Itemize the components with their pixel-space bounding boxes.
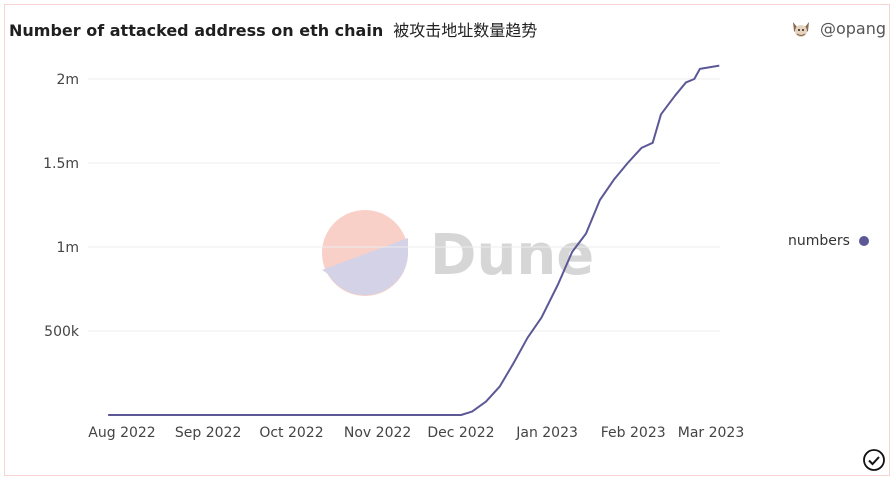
cat-avatar-icon	[792, 22, 809, 37]
chart-card	[4, 4, 890, 476]
watermark-circle-bottom	[322, 238, 408, 296]
x-tick-label: Mar 2023	[678, 425, 745, 441]
title-text: Number of attacked address on eth chain	[9, 21, 384, 40]
y-tick-label: 1.5m	[43, 156, 79, 172]
y-axis-ticks: 500k 1m 1.5m 2m	[43, 72, 80, 340]
y-tick-label: 2m	[56, 72, 79, 88]
author-link[interactable]: @opang	[790, 17, 886, 39]
x-tick-label: Oct 2022	[259, 425, 323, 441]
grid-lines	[88, 78, 720, 332]
watermark-text: Dune	[430, 223, 594, 288]
y-tick-label: 500k	[44, 324, 80, 340]
x-tick-label: Aug 2022	[88, 425, 155, 441]
x-tick-label: Sep 2022	[175, 425, 241, 441]
watermark-logo: Dune	[322, 210, 594, 296]
y-tick-label: 1m	[56, 240, 79, 256]
legend-label: numbers	[788, 233, 850, 249]
x-tick-label: Dec 2022	[427, 425, 494, 441]
x-tick-label: Feb 2023	[601, 425, 666, 441]
check-circle-icon[interactable]	[862, 448, 886, 472]
series-line-numbers	[108, 64, 720, 416]
series-layer	[108, 64, 720, 416]
title-subtitle: 被攻击地址数量趋势	[393, 21, 538, 40]
x-axis-ticks: Aug 2022 Sep 2022 Oct 2022 Nov 2022 Dec 2022…	[88, 425, 744, 441]
legend-marker	[858, 236, 869, 246]
x-tick-label: Nov 2022	[344, 425, 411, 441]
legend-item-numbers[interactable]: numbers	[788, 233, 869, 249]
author-username: @opang	[819, 18, 886, 38]
x-tick-label: Jan 2023	[515, 425, 578, 441]
chart-title: Number of attacked address on eth chain 被…	[9, 17, 537, 41]
